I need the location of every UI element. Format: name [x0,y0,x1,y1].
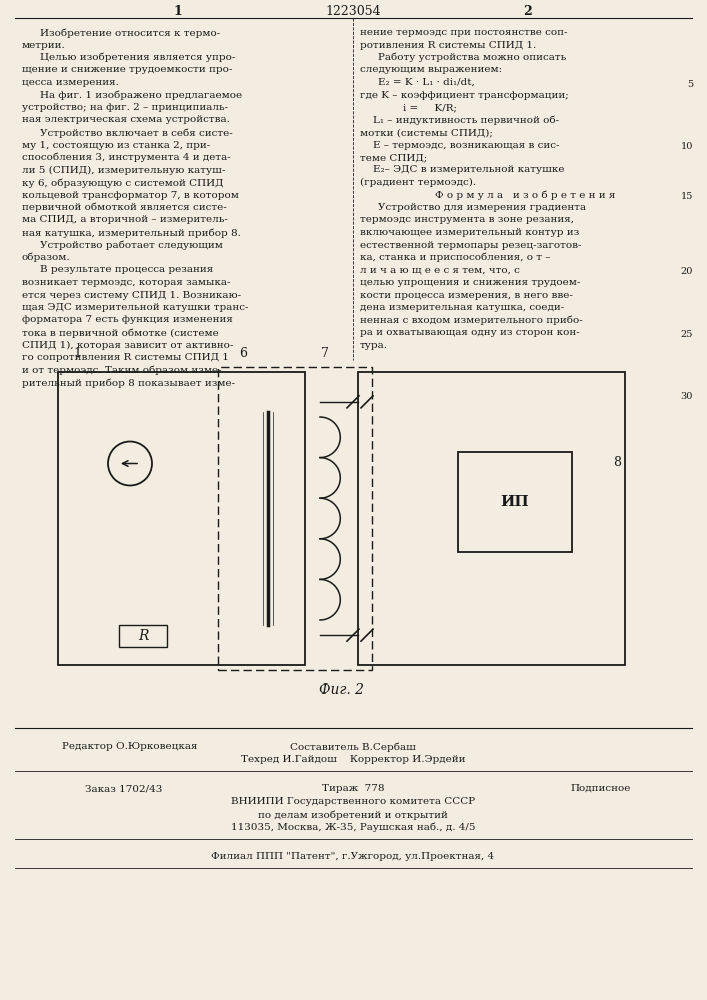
Text: Устройство для измерения градиента: Устройство для измерения градиента [378,203,586,212]
Text: E₂ = K · L₁ · di₁/dt,: E₂ = K · L₁ · di₁/dt, [378,78,474,87]
Text: щение и снижение трудоемкости про-: щение и снижение трудоемкости про- [22,66,233,75]
Text: ка, станка и приспособления, о т –: ка, станка и приспособления, о т – [360,253,551,262]
Text: ма СПИД, а вторичной – измеритель-: ма СПИД, а вторичной – измеритель- [22,216,228,225]
Text: рительный прибор 8 показывает изме-: рительный прибор 8 показывает изме- [22,378,235,387]
Text: естественной термопары резец-заготов-: естественной термопары резец-заготов- [360,240,581,249]
Text: где K – коэффициент трансформации;: где K – коэффициент трансформации; [360,91,568,100]
Text: Составитель В.Сербаш: Составитель В.Сербаш [290,742,416,752]
Text: ВНИИПИ Государственного комитета СССР: ВНИИПИ Государственного комитета СССР [231,797,475,806]
Text: устройство; на фиг. 2 – принципиаль-: устройство; на фиг. 2 – принципиаль- [22,103,228,112]
Text: На фиг. 1 изображено предлагаемое: На фиг. 1 изображено предлагаемое [40,91,242,100]
Text: Устройство включает в себя систе-: Устройство включает в себя систе- [40,128,233,137]
Text: R: R [138,629,148,643]
Text: 5: 5 [687,80,693,89]
Text: 6: 6 [239,347,247,360]
Bar [458,452,572,552]
Text: 15: 15 [681,192,693,201]
Text: включающее измерительный контур из: включающее измерительный контур из [360,228,579,237]
Bar [358,372,625,665]
Text: Устройство работает следующим: Устройство работает следующим [40,240,223,250]
Text: В результате процесса резания: В результате процесса резания [40,265,214,274]
Text: i =     K/R;: i = K/R; [403,103,457,112]
Text: щая ЭДС измерительной катушки транс-: щая ЭДС измерительной катушки транс- [22,303,248,312]
Text: первичной обмоткой является систе-: первичной обмоткой является систе- [22,203,227,213]
Text: Филиал ППП "Патент", г.Ужгород, ул.Проектная, 4: Филиал ППП "Патент", г.Ужгород, ул.Проек… [211,852,495,861]
Text: Редактор О.Юрковецкая: Редактор О.Юрковецкая [62,742,198,751]
Text: цесса измерения.: цесса измерения. [22,78,119,87]
Text: го сопротивления R системы СПИД 1: го сопротивления R системы СПИД 1 [22,353,229,362]
Text: ИП: ИП [501,495,530,509]
Text: ротивления R системы СПИД 1.: ротивления R системы СПИД 1. [360,40,536,49]
Text: термоэдс инструмента в зоне резания,: термоэдс инструмента в зоне резания, [360,216,574,225]
Text: ли 5 (СПИД), измерительную катуш-: ли 5 (СПИД), измерительную катуш- [22,165,226,175]
Text: Ф о р м у л а   и з о б р е т е н и я: Ф о р м у л а и з о б р е т е н и я [435,190,615,200]
Text: (градиент термоэдс).: (градиент термоэдс). [360,178,476,187]
Bar [58,372,305,665]
Text: 20: 20 [681,267,693,276]
Text: дена измерительная катушка, соеди-: дена измерительная катушка, соеди- [360,303,564,312]
Text: кости процесса измерения, в него вве-: кости процесса измерения, в него вве- [360,290,573,300]
Text: метрии.: метрии. [22,40,66,49]
Text: ра и охватывающая одну из сторон кон-: ра и охватывающая одну из сторон кон- [360,328,580,337]
Text: образом.: образом. [22,253,71,262]
Bar [218,367,372,670]
Text: Тираж  778: Тираж 778 [322,784,384,793]
Text: 1: 1 [174,5,182,18]
Text: Целью изобретения является упро-: Целью изобретения является упро- [40,53,235,62]
Text: 25: 25 [681,330,693,339]
Text: ку 6, образующую с системой СПИД: ку 6, образующую с системой СПИД [22,178,223,188]
Text: мотки (системы СПИД);: мотки (системы СПИД); [360,128,493,137]
Text: Работу устройства можно описать: Работу устройства можно описать [378,53,566,62]
Text: 1223054: 1223054 [325,5,381,18]
Text: 2: 2 [524,5,532,18]
Text: E – термоэдс, возникающая в сис-: E – термоэдс, возникающая в сис- [360,140,559,149]
Text: л и ч а ю щ е е с я тем, что, с: л и ч а ю щ е е с я тем, что, с [360,265,520,274]
Text: тура.: тура. [360,340,388,350]
Text: СПИД 1), которая зависит от активно-: СПИД 1), которая зависит от активно- [22,340,233,350]
Text: 113035, Москва, Ж-35, Раушская наб., д. 4/5: 113035, Москва, Ж-35, Раушская наб., д. … [230,823,475,832]
Text: 7: 7 [321,347,329,360]
Text: ная электрическая схема устройства.: ная электрическая схема устройства. [22,115,230,124]
Text: 8: 8 [613,456,621,468]
Text: нение термоэдс при постоянстве соп-: нение термоэдс при постоянстве соп- [360,28,568,37]
Text: Техред И.Гайдош    Корректор И.Эрдейи: Техред И.Гайдош Корректор И.Эрдейи [241,755,465,764]
Text: E₂– ЭДС в измерительной катушке: E₂– ЭДС в измерительной катушке [360,165,564,174]
Text: кольцевой трансформатор 7, в котором: кольцевой трансформатор 7, в котором [22,190,239,200]
Text: теме СПИД;: теме СПИД; [360,153,427,162]
Text: L₁ – индуктивность первичной об-: L₁ – индуктивность первичной об- [360,115,559,125]
Text: Фиг. 2: Фиг. 2 [319,683,364,697]
Text: Изобретение относится к термо-: Изобретение относится к термо- [40,28,221,37]
Text: Заказ 1702/43: Заказ 1702/43 [85,784,163,793]
Text: и от термоэдс. Таким образом изме-: и от термоэдс. Таким образом изме- [22,365,221,375]
Text: тока в первичной обмотке (системе: тока в первичной обмотке (системе [22,328,218,338]
Text: по делам изобретений и открытий: по делам изобретений и открытий [258,810,448,820]
Text: му 1, состоящую из станка 2, при-: му 1, состоящую из станка 2, при- [22,140,210,149]
Text: возникает термоэдс, которая замыка-: возникает термоэдс, которая замыка- [22,278,230,287]
Text: 10: 10 [681,142,693,151]
Bar [119,625,167,647]
Text: ненная с входом измерительного прибо-: ненная с входом измерительного прибо- [360,316,583,325]
Text: способления 3, инструмента 4 и дета-: способления 3, инструмента 4 и дета- [22,153,230,162]
Text: Подписное: Подписное [570,784,631,793]
Text: форматора 7 есть функция изменения: форматора 7 есть функция изменения [22,316,233,324]
Text: ная катушка, измерительный прибор 8.: ная катушка, измерительный прибор 8. [22,228,241,237]
Text: 30: 30 [681,392,693,401]
Text: целью упрощения и снижения трудоем-: целью упрощения и снижения трудоем- [360,278,580,287]
Text: 1: 1 [73,347,81,360]
Text: следующим выражением:: следующим выражением: [360,66,502,75]
Text: ется через систему СПИД 1. Возникаю-: ется через систему СПИД 1. Возникаю- [22,290,241,300]
